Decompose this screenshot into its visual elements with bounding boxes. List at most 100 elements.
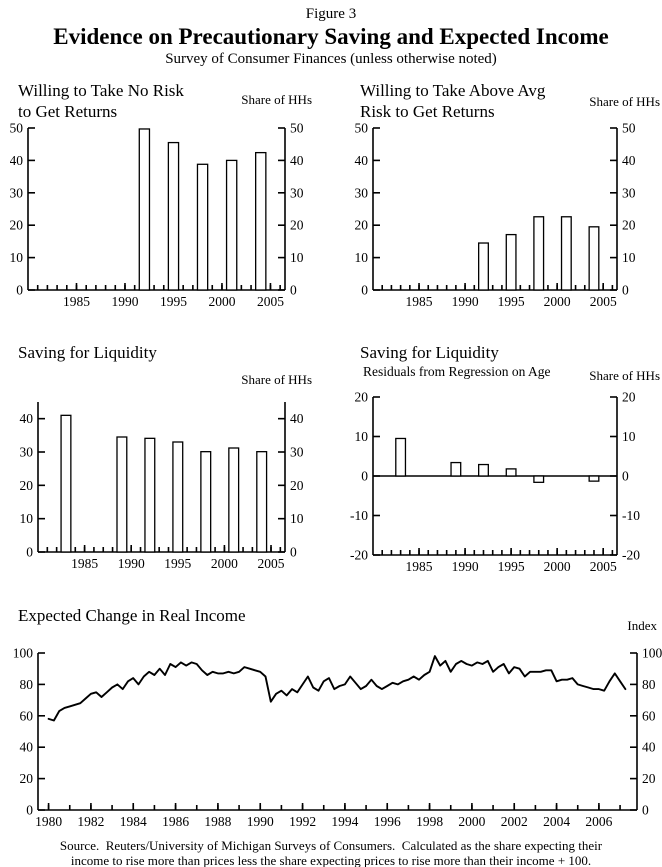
svg-text:100: 100 (642, 646, 662, 661)
svg-text:30: 30 (355, 185, 369, 200)
svg-text:0: 0 (642, 803, 649, 818)
svg-text:2004: 2004 (543, 814, 570, 829)
source-note-line1: Source. Reuters/University of Michigan S… (59, 838, 603, 853)
chart-saving-for-liquidity: Saving for Liquidity Share of HHs 0 0 10 10… (10, 342, 322, 577)
saving-for-liquidity-residuals-plot: -20 -20 -10 -10 0 0 10 10 20 20 1985 1990 1995 2000 20… (350, 390, 640, 575)
svg-text:10: 10 (290, 511, 304, 526)
svg-text:-20: -20 (622, 548, 640, 563)
svg-text:0: 0 (26, 545, 33, 560)
svg-text:10: 10 (355, 429, 369, 444)
svg-text:2000: 2000 (458, 814, 485, 829)
chart-expected-change-real-income: Expected Change in Real Income Index 0 0 2… (10, 600, 662, 838)
svg-text:30: 30 (290, 445, 304, 460)
svg-text:2005: 2005 (590, 559, 617, 574)
svg-text:2005: 2005 (258, 556, 285, 571)
svg-text:20: 20 (355, 390, 369, 405)
figure-number: Figure 3 (305, 6, 357, 22)
chart-willing-above-avg-risk: Willing to Take Above Avg Risk to Get Ret… (340, 80, 662, 307)
svg-text:0: 0 (290, 283, 297, 298)
svg-text:30: 30 (622, 185, 636, 200)
svg-text:30: 30 (10, 185, 23, 200)
svg-text:30: 30 (290, 185, 304, 200)
svg-text:40: 40 (20, 740, 34, 755)
right-axis-unit-label: Share of HHs (589, 94, 660, 109)
saving-for-liquidity-plot: 0 0 10 10 20 20 30 30 40 40 1985 1990 1995 2000 2005 (20, 402, 304, 571)
svg-text:80: 80 (20, 677, 34, 692)
svg-text:20: 20 (20, 771, 34, 786)
svg-text:-10: -10 (350, 508, 368, 523)
source-note: Source. Reuters/University of Michigan S… (0, 838, 662, 867)
svg-text:2005: 2005 (257, 294, 284, 307)
svg-text:1995: 1995 (498, 294, 525, 307)
svg-text:40: 40 (622, 153, 636, 168)
svg-text:10: 10 (10, 250, 23, 265)
svg-text:1992: 1992 (289, 814, 316, 829)
svg-text:1990: 1990 (247, 814, 274, 829)
svg-text:1990: 1990 (452, 294, 479, 307)
svg-text:50: 50 (10, 121, 23, 136)
svg-text:60: 60 (20, 708, 34, 723)
svg-text:30: 30 (20, 445, 34, 460)
svg-text:10: 10 (290, 250, 304, 265)
svg-text:2005: 2005 (590, 294, 617, 307)
svg-text:1990: 1990 (118, 556, 145, 571)
svg-text:40: 40 (642, 740, 656, 755)
willing-no-risk-plot: 0 0 10 10 20 20 30 30 40 40 50 50 1985 1990 1995 2000 20… (10, 121, 304, 308)
svg-text:2000: 2000 (544, 294, 571, 307)
svg-text:60: 60 (642, 708, 656, 723)
svg-text:1995: 1995 (160, 294, 187, 307)
chart-title: Willing to Take Above Avg Risk to Get Ret… (360, 80, 545, 122)
svg-text:40: 40 (355, 153, 369, 168)
chart-saving-for-liquidity-residuals: Saving for Liquidity Residuals from Regr… (340, 342, 662, 577)
chart-title: Expected Change in Real Income (18, 605, 246, 626)
svg-text:50: 50 (622, 121, 636, 136)
svg-text:20: 20 (642, 771, 656, 786)
chart-title: Saving for Liquidity (18, 342, 157, 363)
chart-title-line2: to Get Returns (18, 102, 118, 121)
svg-text:2000: 2000 (544, 559, 571, 574)
source-note-line2: income to rise more than prices less the… (70, 853, 592, 867)
svg-text:1984: 1984 (120, 814, 147, 829)
svg-text:20: 20 (622, 390, 636, 405)
figure-title: Evidence on Precautionary Saving and Exp… (53, 24, 609, 49)
figure-header: Figure 3 Evidence on Precautionary Savin… (0, 0, 662, 68)
svg-text:-20: -20 (350, 548, 368, 563)
svg-text:1980: 1980 (35, 814, 62, 829)
chart-title-line1: Willing to Take No Risk (18, 81, 184, 100)
svg-text:0: 0 (26, 803, 33, 818)
chart-title-line2: Risk to Get Returns (360, 102, 495, 121)
chart-title-line1: Saving for Liquidity (360, 343, 499, 362)
svg-text:80: 80 (642, 677, 656, 692)
svg-text:-10: -10 (622, 508, 640, 523)
chart-title: Saving for Liquidity (360, 342, 499, 363)
svg-text:100: 100 (13, 646, 34, 661)
right-axis-unit-label: Index (627, 618, 657, 633)
svg-text:0: 0 (361, 283, 368, 298)
svg-text:1985: 1985 (406, 559, 433, 574)
svg-text:20: 20 (622, 218, 636, 233)
svg-text:10: 10 (622, 250, 636, 265)
svg-text:1982: 1982 (77, 814, 104, 829)
svg-text:20: 20 (290, 478, 304, 493)
svg-text:0: 0 (622, 283, 629, 298)
chart-title: Willing to Take No Risk to Get Returns (18, 80, 184, 122)
chart-willing-no-risk: Willing to Take No Risk to Get Returns Sh… (10, 80, 322, 308)
svg-text:40: 40 (10, 153, 23, 168)
svg-text:1998: 1998 (416, 814, 443, 829)
svg-text:10: 10 (622, 429, 636, 444)
svg-text:0: 0 (622, 469, 629, 484)
svg-text:1996: 1996 (374, 814, 401, 829)
svg-text:1985: 1985 (71, 556, 98, 571)
right-axis-unit-label: Share of HHs (241, 372, 312, 387)
svg-text:10: 10 (20, 511, 34, 526)
svg-text:40: 40 (290, 153, 304, 168)
svg-text:0: 0 (290, 545, 297, 560)
svg-text:2002: 2002 (501, 814, 528, 829)
svg-text:20: 20 (10, 218, 23, 233)
svg-text:20: 20 (355, 218, 369, 233)
right-axis-unit-label: Share of HHs (241, 92, 312, 107)
chart-title-line1: Saving for Liquidity (18, 343, 157, 362)
svg-text:40: 40 (20, 411, 34, 426)
svg-text:1990: 1990 (452, 559, 479, 574)
